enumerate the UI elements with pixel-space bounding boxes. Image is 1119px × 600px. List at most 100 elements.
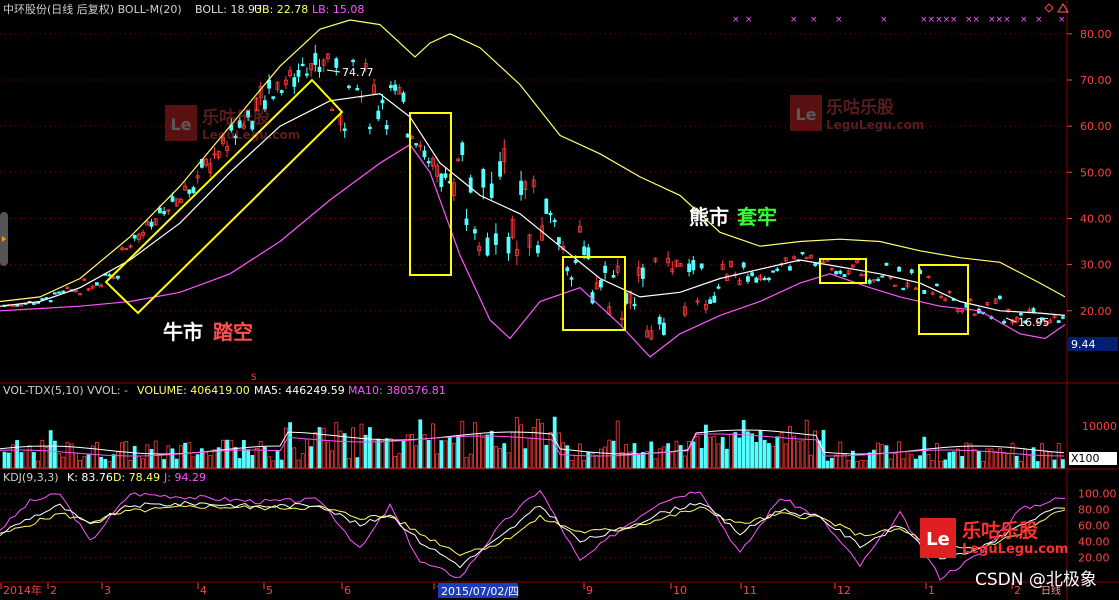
candle-body (691, 260, 696, 271)
volume-bar (418, 419, 423, 469)
candle-body (510, 219, 515, 238)
volume-bar (187, 442, 192, 469)
volume-bar (951, 451, 956, 469)
volume-unit-label: X100 (1071, 452, 1100, 465)
x-unit-label: 日线 (1041, 584, 1061, 597)
candle-body (250, 120, 255, 130)
volume-bar (788, 426, 792, 469)
watermark-site: LeguLegu.com (826, 118, 924, 132)
candle-body (271, 96, 276, 99)
candle-body (720, 263, 725, 270)
volume-bar (237, 458, 242, 469)
volume-bar (1052, 459, 1057, 469)
candle-body (905, 282, 910, 288)
volume-bar (746, 431, 750, 469)
volume-bar (678, 445, 683, 469)
candle-body (527, 234, 532, 248)
volume-bar (767, 443, 771, 469)
volume-header: VOL-TDX(5,10) VVOL: - VOLUME: 406419.00 … (3, 384, 446, 397)
j-label: J: 94.29 (163, 471, 206, 484)
volume-bar (641, 452, 645, 469)
kdj-tick-label: 80.00 (1078, 504, 1110, 517)
volume-bar (519, 424, 523, 469)
volume-bar (309, 446, 314, 469)
candle-body (620, 317, 624, 321)
x-tick-label: 2014年 (3, 583, 42, 597)
volume-label: VOLUME: 406419.00 (137, 384, 250, 397)
ma5-label: MA5: 446249.59 (254, 384, 345, 397)
volume-bar (183, 442, 188, 469)
volume-bar (615, 420, 620, 469)
candle-body (666, 257, 670, 264)
candle-body (830, 268, 834, 271)
candle-body (809, 254, 813, 259)
volume-bar (225, 439, 230, 469)
volume-tick-label: 10000 (1082, 420, 1117, 433)
candle-body (867, 279, 872, 284)
x-tick-label: 1 (928, 584, 935, 597)
volume-bar (632, 443, 637, 469)
volume-bar (145, 444, 150, 469)
candle-body (939, 295, 943, 299)
candle-body (569, 277, 574, 280)
low-price-label: 16.95 (1018, 316, 1050, 329)
volume-ma10-line (0, 433, 1065, 457)
candle-body (477, 245, 482, 252)
candle-body (775, 268, 780, 271)
volume-bar (451, 442, 456, 469)
volume-bar (86, 454, 91, 469)
volume-bar (830, 457, 834, 469)
volume-bar (2, 451, 7, 469)
kdj-tick-label: 20.00 (1078, 552, 1110, 565)
lb-label: LB: 15.08 (312, 3, 364, 16)
last-price-tag (1068, 337, 1118, 351)
candle-body (321, 59, 326, 66)
boll-upper-line (0, 19, 1066, 303)
svg-text:×: × (790, 15, 798, 25)
volume-bar (548, 432, 553, 469)
volume-bar (468, 453, 473, 469)
volume-bar (149, 448, 154, 469)
volume-bar (926, 454, 931, 469)
volume-bar (935, 443, 939, 469)
svg-text:×: × (1020, 15, 1028, 25)
volume-bar (1019, 460, 1023, 469)
candle-body (191, 187, 196, 193)
x-tick-label: 12 (837, 584, 851, 597)
candle-body (61, 290, 66, 293)
drop-box-2 (819, 258, 867, 284)
candle-body (132, 234, 137, 239)
candle-body (767, 277, 771, 281)
volume-bar (19, 452, 24, 469)
volume-bar (691, 441, 696, 469)
volume-bar (851, 450, 855, 469)
volume-bar (968, 443, 973, 469)
volume-bar (338, 430, 343, 469)
volume-bar (599, 448, 603, 469)
candle-body (754, 277, 759, 283)
kdj-k-line (0, 500, 1066, 569)
volume-bar (401, 440, 406, 469)
watermark-logo: Le (926, 529, 950, 550)
candle-body (456, 158, 461, 162)
candle-body (279, 90, 284, 94)
volume-bar (649, 441, 654, 469)
volume-bar (447, 436, 452, 469)
cursor-date: 2015/07/02/四 (441, 585, 519, 598)
candle-body (313, 53, 318, 65)
drop-box-1 (562, 256, 626, 331)
candle-body (304, 73, 309, 76)
candle-body (536, 245, 540, 254)
volume-bar (36, 460, 40, 469)
volume-bar (325, 441, 330, 469)
candle-body (397, 87, 402, 95)
scroll-handle[interactable] (0, 212, 8, 266)
candle-body (376, 110, 381, 120)
volume-bar (485, 434, 490, 469)
volume-bar (456, 435, 461, 469)
svg-text:××: ×× (965, 15, 980, 25)
candle-body (909, 269, 914, 274)
volume-bar (288, 422, 293, 469)
candle-body (418, 144, 423, 147)
